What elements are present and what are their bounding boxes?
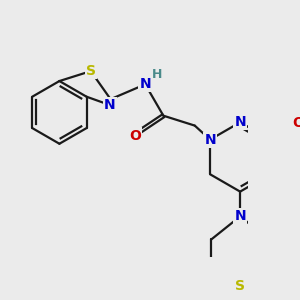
Text: S: S	[86, 64, 96, 78]
Text: S: S	[235, 279, 245, 293]
Text: O: O	[292, 116, 300, 130]
Text: N: N	[104, 98, 116, 112]
Text: H: H	[152, 68, 162, 81]
Text: N: N	[234, 115, 246, 129]
Text: N: N	[204, 133, 216, 147]
Text: O: O	[129, 128, 141, 142]
Text: N: N	[140, 77, 151, 91]
Text: N: N	[234, 209, 246, 224]
